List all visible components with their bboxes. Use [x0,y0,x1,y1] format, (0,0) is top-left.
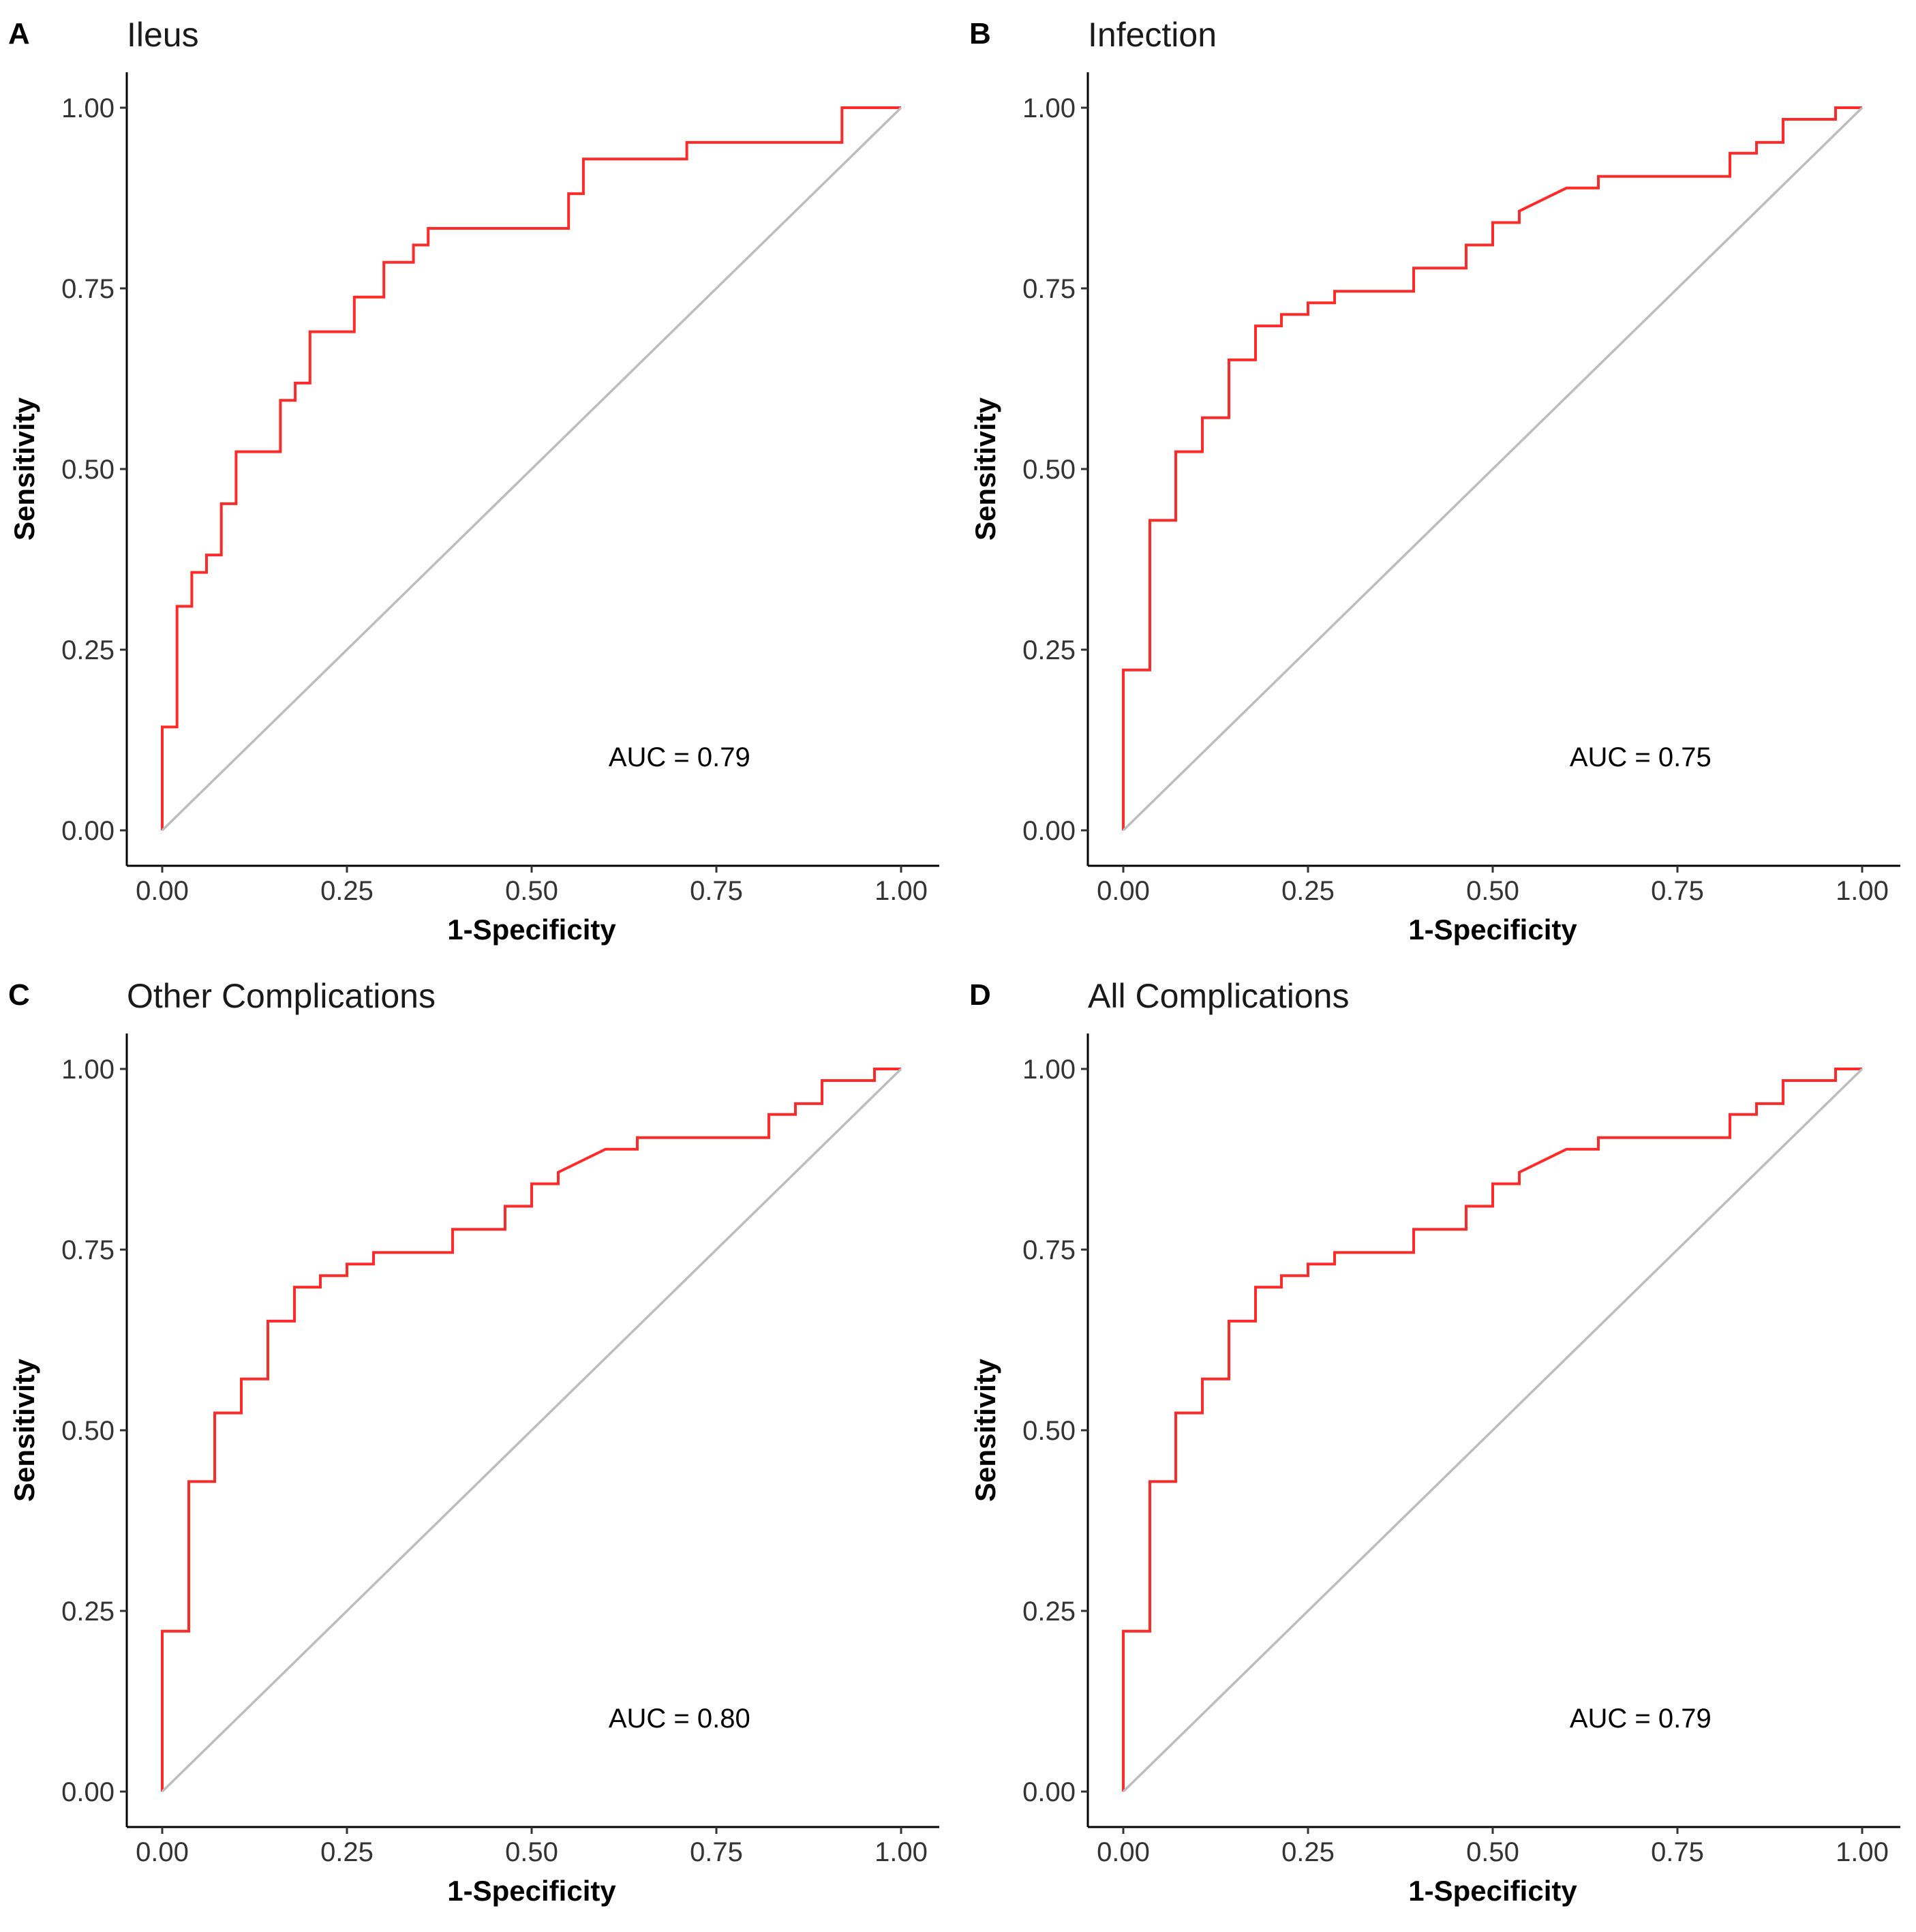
auc-annotation: AUC = 0.79 [609,742,750,772]
x-tick-label: 0.75 [1651,1837,1704,1867]
y-tick-label: 1.00 [61,1055,115,1085]
y-tick-label: 0.50 [1022,1416,1076,1446]
panel-c: C Other Complications 0.00 0.25 0.50 0.75 1.00… [8,977,939,1907]
x-tick-label: 0.50 [1466,1837,1519,1867]
x-tick-label: 0.00 [136,876,189,906]
panel-letter: D [969,978,991,1012]
y-tick-label: 0.25 [61,1597,115,1627]
panel-letter: C [8,978,30,1012]
x-tick-label: 0.50 [505,876,558,906]
x-tick-label: 1.00 [875,1837,928,1867]
y-tick-label: 0.00 [61,1777,115,1807]
x-tick-label: 0.00 [136,1837,189,1867]
x-tick-label: 0.75 [690,876,743,906]
x-axis-title: 1-Specificity [447,914,616,946]
panel-title: Ileus [127,16,199,54]
y-tick-label: 0.25 [61,635,115,665]
y-tick-label: 0.50 [61,455,115,485]
panel-title: All Complications [1088,977,1349,1015]
auc-annotation: AUC = 0.80 [609,1704,750,1734]
x-tick-label: 0.00 [1097,876,1150,906]
y-axis-title: Sensitivity [969,397,1001,541]
roc-curve-line [161,106,901,830]
x-axis-title: 1-Specificity [1408,1875,1577,1907]
reference-diagonal-line [1122,106,1864,832]
x-tick-label: 0.25 [320,1837,374,1867]
panel-title: Other Complications [127,977,436,1015]
x-tick-label: 1.00 [875,876,928,906]
y-axis-title: Sensitivity [8,1358,40,1502]
panel-title: Infection [1088,16,1217,54]
y-tick-label: 1.00 [1022,1055,1076,1085]
y-tick-label: 0.25 [1022,635,1076,665]
roc-curve-line [1122,1068,1862,1792]
x-tick-label: 0.00 [1097,1837,1150,1867]
y-tick-label: 1.00 [61,93,115,123]
y-tick-label: 0.75 [1022,1235,1076,1265]
x-axis-title: 1-Specificity [1408,914,1577,946]
roc-curve-line [161,1068,901,1792]
x-axis-title: 1-Specificity [447,1875,616,1907]
reference-diagonal-line [161,106,902,832]
x-tick-label: 0.50 [505,1837,558,1867]
x-tick-label: 1.00 [1836,876,1889,906]
x-tick-label: 0.50 [1466,876,1519,906]
y-tick-label: 0.00 [61,816,115,846]
reference-diagonal-line [161,1068,902,1793]
y-tick-label: 0.00 [1022,816,1076,846]
y-tick-label: 0.50 [61,1416,115,1446]
y-tick-label: 0.25 [1022,1597,1076,1627]
x-tick-label: 0.75 [690,1837,743,1867]
y-tick-label: 0.75 [1022,274,1076,304]
x-tick-label: 0.25 [1281,876,1335,906]
roc-curve-line [1122,106,1862,830]
auc-annotation: AUC = 0.75 [1570,742,1712,772]
x-tick-label: 1.00 [1836,1837,1889,1867]
y-tick-label: 0.75 [61,274,115,304]
y-axis-title: Sensitivity [8,397,40,541]
panel-b: B Infection 0.00 0.25 0.50 0.75 1.00 0.00 0.25 0.… [969,16,1900,946]
x-tick-label: 0.25 [1281,1837,1335,1867]
y-axis-title: Sensitivity [969,1358,1001,1502]
panel-d: D All Complications 0.00 0.25 0.50 0.75 1.00 0.… [969,977,1900,1907]
panel-a: A Ileus 0.00 0.25 0.50 0.75 1.00 0.00 0.25 0.50 0.… [8,16,939,946]
y-tick-label: 0.50 [1022,455,1076,485]
x-tick-label: 0.75 [1651,876,1704,906]
y-tick-label: 1.00 [1022,93,1076,123]
x-tick-label: 0.25 [320,876,374,906]
panel-letter: B [969,17,991,50]
y-tick-label: 0.75 [61,1235,115,1265]
reference-diagonal-line [1122,1068,1864,1793]
panel-letter: A [8,17,30,50]
auc-annotation: AUC = 0.79 [1570,1704,1712,1734]
y-tick-label: 0.00 [1022,1777,1076,1807]
